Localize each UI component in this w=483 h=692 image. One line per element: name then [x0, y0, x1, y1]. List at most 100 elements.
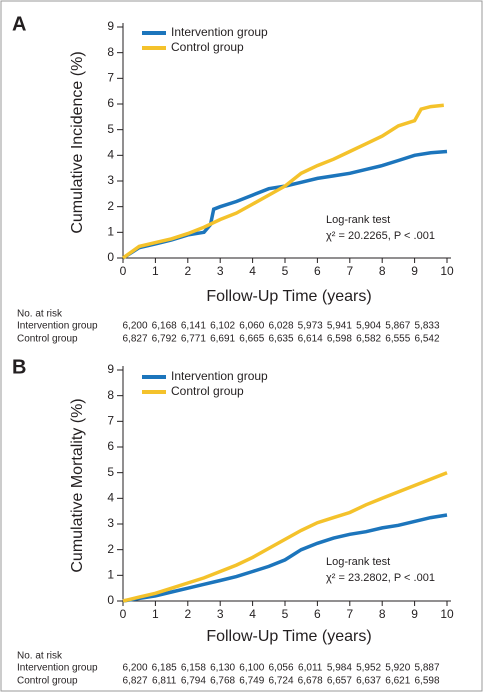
risk-row-name: Control group: [17, 676, 78, 687]
risk-value: 6,141: [181, 321, 206, 332]
risk-value: 5,833: [414, 321, 439, 332]
y-tick-label: 5: [107, 465, 114, 479]
y-tick-label: 0: [107, 250, 114, 264]
risk-value: 6,598: [414, 676, 439, 687]
risk-value: 6,678: [298, 676, 323, 687]
risk-value: 6,028: [268, 321, 293, 332]
risk-value: 6,168: [152, 321, 177, 332]
x-tick-label: 3: [217, 264, 224, 278]
y-axis-label: Cumulative Mortality (%): [69, 398, 86, 572]
x-tick-label: 2: [184, 264, 191, 278]
legend-label: Control group: [171, 40, 244, 54]
y-tick-label: 0: [107, 593, 114, 607]
legend-label: Control group: [171, 384, 244, 398]
x-tick-label: 10: [440, 264, 454, 278]
risk-value: 5,904: [356, 321, 381, 332]
x-tick-label: 4: [249, 607, 256, 621]
x-tick-label: 7: [346, 607, 353, 621]
risk-title: No. at risk: [17, 651, 63, 662]
risk-value: 6,771: [181, 334, 206, 345]
y-tick-label: 6: [107, 439, 114, 453]
y-tick-label: 2: [107, 199, 114, 213]
risk-row-name: Intervention group: [17, 321, 98, 332]
y-tick-label: 1: [107, 568, 114, 582]
risk-value: 5,984: [327, 663, 352, 674]
risk-value: 5,952: [356, 663, 381, 674]
annotation: Log-rank test: [326, 214, 390, 226]
x-tick-label: 6: [314, 607, 321, 621]
legend-label: Intervention group: [171, 369, 268, 383]
y-tick-label: 9: [107, 362, 114, 376]
x-tick-label: 1: [152, 264, 159, 278]
curve: [121, 103, 444, 260]
risk-value: 6,635: [268, 334, 293, 345]
risk-value: 5,867: [385, 321, 410, 332]
y-tick-label: 7: [107, 71, 114, 85]
x-tick-label: 8: [379, 607, 386, 621]
x-tick-label: 9: [411, 607, 418, 621]
risk-value: 6,100: [239, 663, 264, 674]
x-tick-label: 10: [440, 607, 454, 621]
panel-label: A: [12, 13, 26, 35]
risk-value: 5,941: [327, 321, 352, 332]
x-tick-label: 1: [152, 607, 159, 621]
risk-value: 6,827: [122, 676, 147, 687]
risk-value: 6,637: [356, 676, 381, 687]
annotation: χ² = 20.2265, P < .001: [326, 230, 435, 242]
risk-value: 6,056: [268, 663, 293, 674]
risk-row-name: Intervention group: [17, 663, 98, 674]
x-tick-label: 9: [411, 264, 418, 278]
y-tick-label: 7: [107, 414, 114, 428]
risk-value: 6,130: [210, 663, 235, 674]
y-axis-label: Cumulative Incidence (%): [69, 51, 86, 233]
y-tick-label: 1: [107, 225, 114, 239]
risk-value: 6,200: [122, 663, 147, 674]
risk-title: No. at risk: [17, 309, 63, 320]
risk-row-name: Control group: [17, 334, 78, 345]
x-tick-label: 6: [314, 264, 321, 278]
risk-value: 6,827: [122, 334, 147, 345]
x-tick-label: 0: [120, 607, 127, 621]
risk-value: 6,811: [152, 676, 177, 687]
risk-value: 6,582: [356, 334, 381, 345]
risk-value: 6,542: [414, 334, 439, 345]
risk-value: 6,749: [239, 676, 264, 687]
risk-value: 6,060: [239, 321, 264, 332]
x-tick-label: 7: [346, 264, 353, 278]
x-axis-label: Follow-Up Time (years): [206, 628, 371, 645]
panel-label: B: [12, 356, 26, 378]
risk-value: 6,768: [210, 676, 235, 687]
risk-value: 6,794: [181, 676, 206, 687]
annotation: χ² = 23.2802, P < .001: [326, 572, 435, 584]
y-tick-label: 8: [107, 388, 114, 402]
curve: [122, 513, 448, 603]
risk-value: 6,555: [385, 334, 410, 345]
risk-value: 6,691: [210, 334, 235, 345]
risk-value: 6,621: [385, 676, 410, 687]
y-tick-label: 4: [107, 491, 114, 505]
y-tick-label: 6: [107, 96, 114, 110]
risk-value: 6,200: [122, 321, 147, 332]
y-tick-label: 2: [107, 542, 114, 556]
x-tick-label: 8: [379, 264, 386, 278]
risk-value: 6,657: [327, 676, 352, 687]
risk-value: 6,792: [152, 334, 177, 345]
risk-value: 6,158: [181, 663, 206, 674]
x-tick-label: 2: [184, 607, 191, 621]
y-tick-label: 9: [107, 19, 114, 33]
risk-value: 6,614: [298, 334, 323, 345]
x-tick-label: 0: [120, 264, 127, 278]
legend-label: Intervention group: [171, 25, 268, 39]
y-tick-label: 3: [107, 516, 114, 530]
x-tick-label: 4: [249, 264, 256, 278]
y-tick-label: 5: [107, 122, 114, 136]
risk-value: 6,724: [268, 676, 293, 687]
x-tick-label: 5: [282, 264, 289, 278]
x-tick-label: 3: [217, 607, 224, 621]
risk-value: 5,973: [298, 321, 323, 332]
risk-value: 5,920: [385, 663, 410, 674]
risk-value: 6,598: [327, 334, 352, 345]
y-tick-label: 3: [107, 173, 114, 187]
annotation: Log-rank test: [326, 556, 390, 568]
